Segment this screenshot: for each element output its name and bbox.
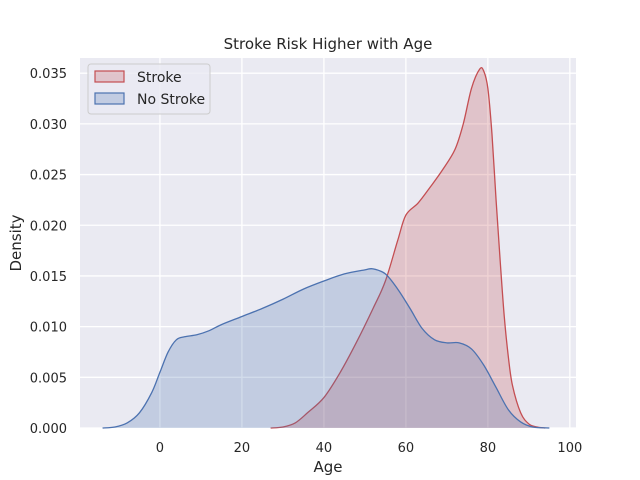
legend-frame [87, 63, 211, 115]
legend: Stroke No Stroke [87, 63, 211, 115]
y-tick-label: 0.000 [30, 422, 67, 437]
x-tick-label: 100 [557, 441, 582, 456]
legend-label-no-stroke: No Stroke [137, 92, 205, 108]
y-axis-label: Density [7, 214, 25, 271]
y-tick-labels: 0.000 0.005 0.010 0.015 0.020 0.025 0.030 0.035 [30, 67, 67, 437]
area-no-stroke [102, 268, 550, 428]
y-tick-label: 0.015 [30, 270, 67, 285]
y-tick-label: 0.025 [30, 169, 67, 184]
y-tick-label: 0.010 [30, 321, 67, 336]
x-tick-label: 0 [156, 441, 164, 456]
x-tick-labels: 0 20 40 60 80 100 [156, 441, 582, 456]
line-no-stroke [102, 267, 550, 429]
chart-title: Stroke Risk Higher with Age [224, 35, 433, 53]
y-tick-label: 0.005 [30, 371, 67, 386]
legend-label-stroke: Stroke [137, 70, 182, 86]
y-tick-label: 0.020 [30, 219, 67, 234]
y-tick-label: 0.035 [30, 67, 67, 82]
y-tick-label: 0.030 [30, 118, 67, 133]
series-layer [102, 67, 550, 429]
legend-swatch-stroke [94, 70, 125, 83]
area-stroke [270, 67, 546, 429]
x-tick-label: 20 [234, 441, 251, 456]
x-tick-label: 40 [316, 441, 333, 456]
x-tick-label: 60 [398, 441, 415, 456]
line-stroke [270, 67, 546, 429]
x-axis-label: Age [313, 458, 342, 476]
legend-swatch-no-stroke [94, 92, 125, 105]
grid-lines [80, 58, 576, 429]
x-tick-label: 80 [480, 441, 497, 456]
